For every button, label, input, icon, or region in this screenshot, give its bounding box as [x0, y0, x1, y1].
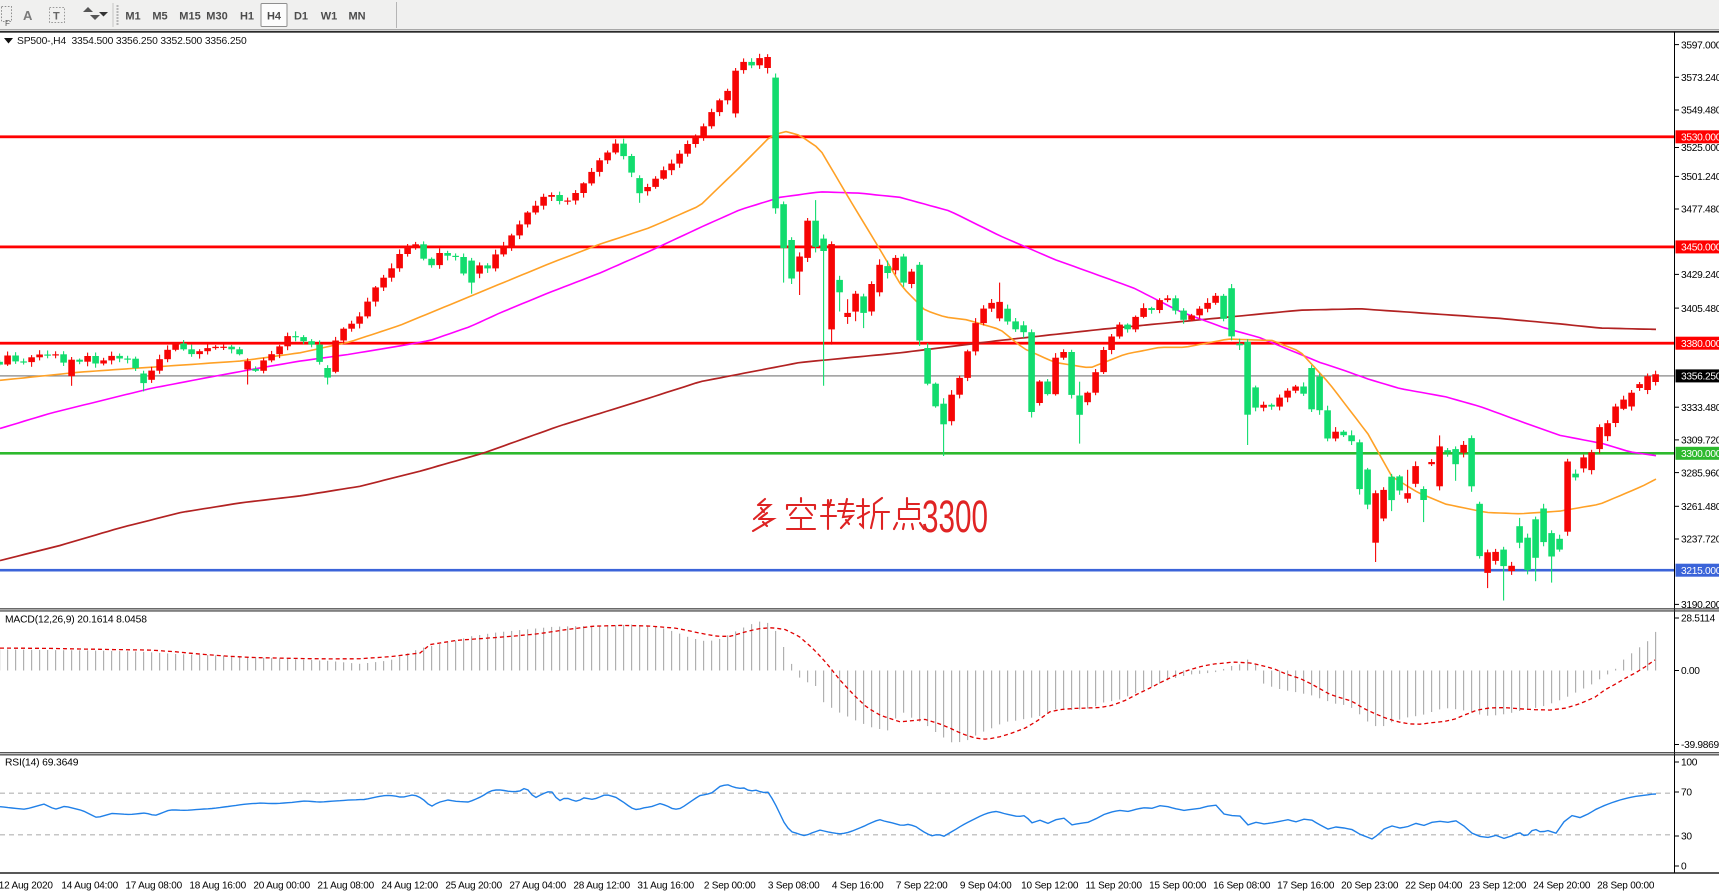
svg-text:25 Aug 20:00: 25 Aug 20:00: [445, 881, 502, 892]
svg-text:2 Sep 00:00: 2 Sep 00:00: [704, 881, 756, 892]
svg-text:W1: W1: [321, 11, 338, 23]
svg-text:12 Aug 2020: 12 Aug 2020: [0, 881, 53, 892]
svg-text:3525.000: 3525.000: [1681, 143, 1719, 154]
svg-text:28 Aug 12:00: 28 Aug 12:00: [573, 881, 630, 892]
svg-text:17 Sep 16:00: 17 Sep 16:00: [1277, 881, 1335, 892]
svg-text:H1: H1: [240, 11, 254, 23]
svg-text:20 Sep 23:00: 20 Sep 23:00: [1341, 881, 1399, 892]
svg-text:RSI(14) 69.3649: RSI(14) 69.3649: [5, 758, 79, 769]
svg-text:3190.200: 3190.200: [1681, 600, 1719, 611]
svg-text:T: T: [53, 11, 60, 23]
svg-text:10 Sep 12:00: 10 Sep 12:00: [1021, 881, 1079, 892]
svg-text:M1: M1: [125, 11, 140, 23]
svg-text:3215.000: 3215.000: [1681, 566, 1719, 577]
svg-text:M30: M30: [206, 11, 227, 23]
svg-text:3597.000: 3597.000: [1681, 40, 1719, 51]
svg-text:SP500-,H4 3354.500 3356.250 3: SP500-,H4 3354.500 3356.250 3352.500 335…: [17, 36, 247, 47]
svg-text:15 Sep 00:00: 15 Sep 00:00: [1149, 881, 1207, 892]
svg-text:22 Sep 04:00: 22 Sep 04:00: [1405, 881, 1463, 892]
svg-text:0.00: 0.00: [1681, 666, 1700, 677]
svg-text:31 Aug 16:00: 31 Aug 16:00: [637, 881, 694, 892]
svg-text:3380.000: 3380.000: [1681, 339, 1719, 350]
svg-text:3261.480: 3261.480: [1681, 502, 1719, 513]
svg-text:27 Aug 04:00: 27 Aug 04:00: [509, 881, 566, 892]
svg-text:3530.000: 3530.000: [1681, 133, 1719, 144]
svg-text:21 Aug 08:00: 21 Aug 08:00: [317, 881, 374, 892]
svg-text:3501.240: 3501.240: [1681, 172, 1719, 183]
svg-text:M5: M5: [152, 11, 167, 23]
svg-text:3300: 3300: [922, 492, 988, 543]
svg-text:A: A: [23, 8, 33, 23]
svg-text:3356.250: 3356.250: [1681, 372, 1719, 383]
svg-text:24 Sep 20:00: 24 Sep 20:00: [1533, 881, 1591, 892]
svg-text:-39.9869: -39.9869: [1681, 740, 1719, 751]
svg-text:4 Sep 16:00: 4 Sep 16:00: [832, 881, 884, 892]
svg-text:14 Aug 04:00: 14 Aug 04:00: [61, 881, 118, 892]
svg-text:D1: D1: [294, 11, 308, 23]
svg-text:3405.480: 3405.480: [1681, 304, 1719, 315]
svg-text:17 Aug 08:00: 17 Aug 08:00: [125, 881, 182, 892]
svg-text:3450.000: 3450.000: [1681, 243, 1719, 254]
svg-text:F: F: [5, 19, 10, 28]
svg-text:28.5114: 28.5114: [1681, 614, 1716, 625]
svg-text:3300.000: 3300.000: [1681, 449, 1719, 460]
svg-text:28 Sep 00:00: 28 Sep 00:00: [1597, 881, 1655, 892]
svg-text:18 Aug 16:00: 18 Aug 16:00: [189, 881, 246, 892]
svg-text:3429.240: 3429.240: [1681, 270, 1719, 281]
svg-text:3285.960: 3285.960: [1681, 468, 1719, 479]
svg-text:3573.240: 3573.240: [1681, 73, 1719, 84]
svg-text:M15: M15: [179, 11, 200, 23]
svg-text:11 Sep 20:00: 11 Sep 20:00: [1086, 881, 1143, 892]
svg-text:3333.480: 3333.480: [1681, 403, 1719, 414]
svg-text:20 Aug 00:00: 20 Aug 00:00: [253, 881, 310, 892]
svg-text:3477.480: 3477.480: [1681, 205, 1719, 216]
svg-text:7 Sep 22:00: 7 Sep 22:00: [896, 881, 948, 892]
svg-text:70: 70: [1681, 788, 1692, 799]
svg-text:0: 0: [1681, 862, 1687, 873]
svg-text:24 Aug 12:00: 24 Aug 12:00: [381, 881, 438, 892]
svg-text:3 Sep 08:00: 3 Sep 08:00: [768, 881, 820, 892]
svg-text:9 Sep 04:00: 9 Sep 04:00: [960, 881, 1012, 892]
svg-text:3549.480: 3549.480: [1681, 106, 1719, 117]
svg-text:23 Sep 12:00: 23 Sep 12:00: [1469, 881, 1527, 892]
svg-text:H4: H4: [267, 11, 282, 23]
svg-text:16 Sep 08:00: 16 Sep 08:00: [1213, 881, 1271, 892]
svg-text:MN: MN: [348, 11, 365, 23]
svg-text:3237.720: 3237.720: [1681, 535, 1719, 546]
svg-text:30: 30: [1681, 832, 1692, 843]
svg-text:100: 100: [1681, 758, 1698, 769]
svg-text:3309.720: 3309.720: [1681, 436, 1719, 447]
svg-text:MACD(12,26,9) 20.1614 8.0458: MACD(12,26,9) 20.1614 8.0458: [5, 615, 147, 626]
